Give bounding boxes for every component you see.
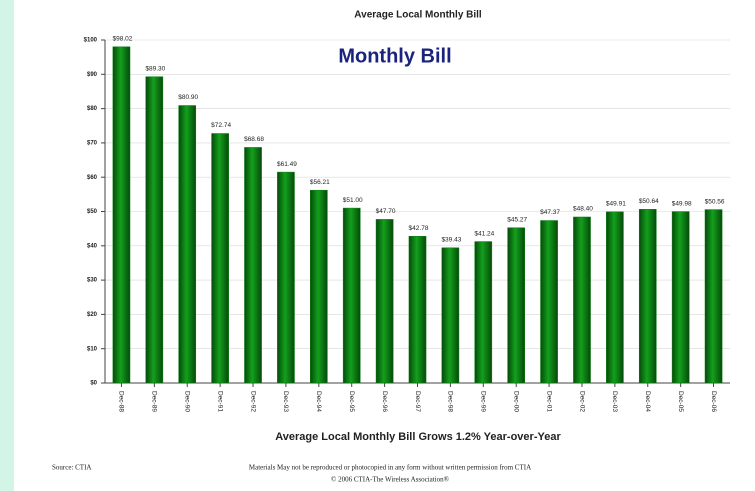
y-tick-label: $60 xyxy=(87,175,98,181)
value-label: $89.30 xyxy=(145,65,165,72)
value-label: $68.68 xyxy=(244,136,264,143)
x-tick-label: Dec-93 xyxy=(282,391,289,412)
x-tick-label: Dec-05 xyxy=(677,391,684,412)
y-tick-label: $100 xyxy=(84,38,98,44)
value-label: $47.37 xyxy=(540,209,560,216)
bar xyxy=(540,220,558,384)
x-tick-label: Dec-04 xyxy=(644,391,651,412)
bar xyxy=(408,236,427,384)
value-label: $61.49 xyxy=(277,161,297,168)
y-tick-label: $90 xyxy=(87,72,98,78)
bar xyxy=(178,105,197,384)
annotation: Monthly Bill xyxy=(338,45,451,67)
y-tick-label: $0 xyxy=(90,381,97,387)
subtitle: Average Local Monthly Bill Grows 1.2% Ye… xyxy=(275,431,561,443)
bar xyxy=(441,247,460,384)
y-tick-label: $20 xyxy=(87,312,98,318)
bar xyxy=(474,241,493,384)
x-tick-label: Dec-01 xyxy=(545,391,552,412)
x-tick-label: Dec-02 xyxy=(578,391,585,412)
bar xyxy=(704,209,723,384)
bar xyxy=(342,207,361,384)
bar xyxy=(375,219,394,384)
x-tick-label: Dec-03 xyxy=(611,391,618,412)
value-label: $51.00 xyxy=(343,197,363,204)
bar xyxy=(145,76,164,384)
notice: Materials May not be reproduced or photo… xyxy=(249,464,531,472)
value-label: $42.78 xyxy=(409,225,429,232)
y-tick-label: $80 xyxy=(87,106,98,112)
x-tick-label: Dec-99 xyxy=(480,391,487,412)
value-label: $39.43 xyxy=(441,236,461,243)
value-label: $50.56 xyxy=(705,198,725,205)
x-tick-label: Dec-92 xyxy=(249,391,256,412)
x-tick-label: Dec-96 xyxy=(381,391,388,412)
y-tick-label: $50 xyxy=(87,209,98,215)
x-tick-label: Dec-98 xyxy=(447,391,454,412)
bar xyxy=(573,216,591,384)
chart-title: Average Local Monthly Bill xyxy=(354,10,482,21)
bar xyxy=(112,46,131,384)
x-tick-label: Dec-95 xyxy=(348,391,355,412)
value-label: $56.21 xyxy=(310,179,330,186)
value-label: $48.40 xyxy=(573,206,593,213)
x-tick-label: Dec-00 xyxy=(512,391,519,412)
bar xyxy=(638,209,657,384)
bar xyxy=(310,189,328,384)
x-tick-label: Dec-89 xyxy=(151,391,158,412)
x-tick-label: Dec-91 xyxy=(216,391,223,412)
value-label: $41.24 xyxy=(474,230,494,237)
value-label: $49.98 xyxy=(672,200,692,207)
bar xyxy=(671,211,690,384)
copyright: © 2006 CTIA-The Wireless Association® xyxy=(331,476,450,484)
value-label: $45.27 xyxy=(507,216,527,223)
value-label: $50.64 xyxy=(639,198,659,205)
value-label: $49.91 xyxy=(606,201,626,208)
value-label: $80.90 xyxy=(178,94,198,101)
x-tick-label: Dec-90 xyxy=(184,391,191,412)
value-label: $47.70 xyxy=(376,208,396,215)
source: Source: CTIA xyxy=(52,464,91,472)
value-label: $98.02 xyxy=(113,36,133,43)
bar xyxy=(211,133,229,384)
bar xyxy=(507,227,525,384)
bar xyxy=(244,147,262,384)
bar xyxy=(277,171,295,384)
x-tick-label: Dec-06 xyxy=(710,391,717,412)
bar xyxy=(606,211,624,384)
x-tick-label: Dec-88 xyxy=(118,391,125,412)
x-tick-label: Dec-94 xyxy=(315,391,322,412)
y-tick-label: $40 xyxy=(87,243,98,249)
y-tick-label: $10 xyxy=(87,346,98,352)
y-tick-label: $70 xyxy=(87,140,98,146)
x-tick-label: Dec-97 xyxy=(414,391,421,412)
y-tick-label: $30 xyxy=(87,278,98,284)
value-label: $72.74 xyxy=(211,122,231,129)
